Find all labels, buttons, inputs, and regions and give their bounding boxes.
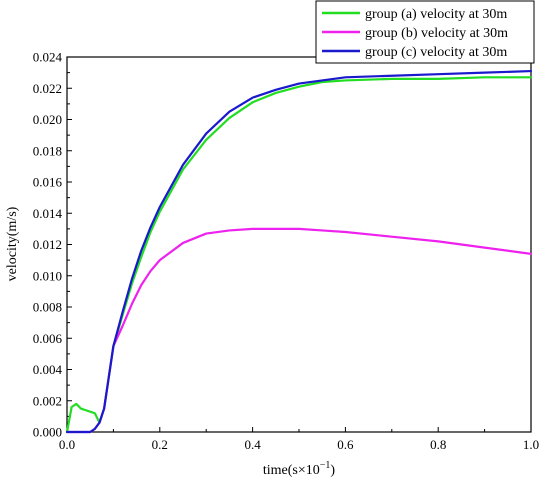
y-tick-label: 0.014 — [33, 206, 63, 221]
x-axis-title-close: ) — [330, 463, 335, 478]
y-tick-label: 0.020 — [33, 112, 62, 127]
y-tick-label: 0.006 — [33, 331, 63, 346]
x-axis-title: time(s×10−1) — [263, 460, 336, 478]
legend: group (a) velocity at 30m group (b) veloc… — [315, 0, 535, 64]
x-axis-title-exponent: −1 — [320, 460, 331, 471]
x-tick-label: 0.2 — [152, 437, 168, 452]
y-tick-label: 0.008 — [33, 300, 62, 315]
x-axis-ticks: 0.0 0.2 0.4 0.6 0.8 1.0 — [59, 427, 539, 452]
series-line-2 — [65, 227, 533, 434]
x-tick-label: 0.0 — [59, 437, 75, 452]
y-axis-title: velocity(m/s) — [5, 206, 20, 281]
x-tick-label: 0.4 — [244, 437, 261, 452]
y-tick-label: 0.016 — [33, 175, 63, 190]
legend-label-1: group (a) velocity at 30m — [365, 7, 507, 22]
x-tick-label: 0.6 — [337, 437, 354, 452]
x-axis-title-main: time(s×10 — [263, 463, 320, 478]
legend-entries: group (a) velocity at 30m group (b) veloc… — [322, 7, 508, 60]
y-tick-label: 0.018 — [33, 143, 62, 158]
y-tick-label: 0.012 — [33, 237, 62, 252]
legend-label-3: group (c) velocity at 30m — [365, 45, 507, 60]
y-axis-ticks: 0.000 0.002 0.004 0.006 0.008 0.010 0.012 0.014… — [33, 50, 72, 440]
y-tick-label: 0.022 — [33, 81, 62, 96]
x-tick-label: 1.0 — [523, 437, 539, 452]
series-lines — [65, 69, 533, 434]
series-line-1 — [65, 76, 533, 434]
x-tick-label: 0.8 — [430, 437, 446, 452]
series-line-3 — [65, 69, 533, 434]
y-tick-label: 0.004 — [33, 362, 63, 377]
y-tick-label: 0.000 — [33, 425, 62, 440]
y-tick-label: 0.024 — [33, 50, 63, 65]
legend-label-2: group (b) velocity at 30m — [365, 26, 508, 41]
y-tick-label: 0.002 — [33, 393, 62, 408]
y-tick-label: 0.010 — [33, 268, 62, 283]
